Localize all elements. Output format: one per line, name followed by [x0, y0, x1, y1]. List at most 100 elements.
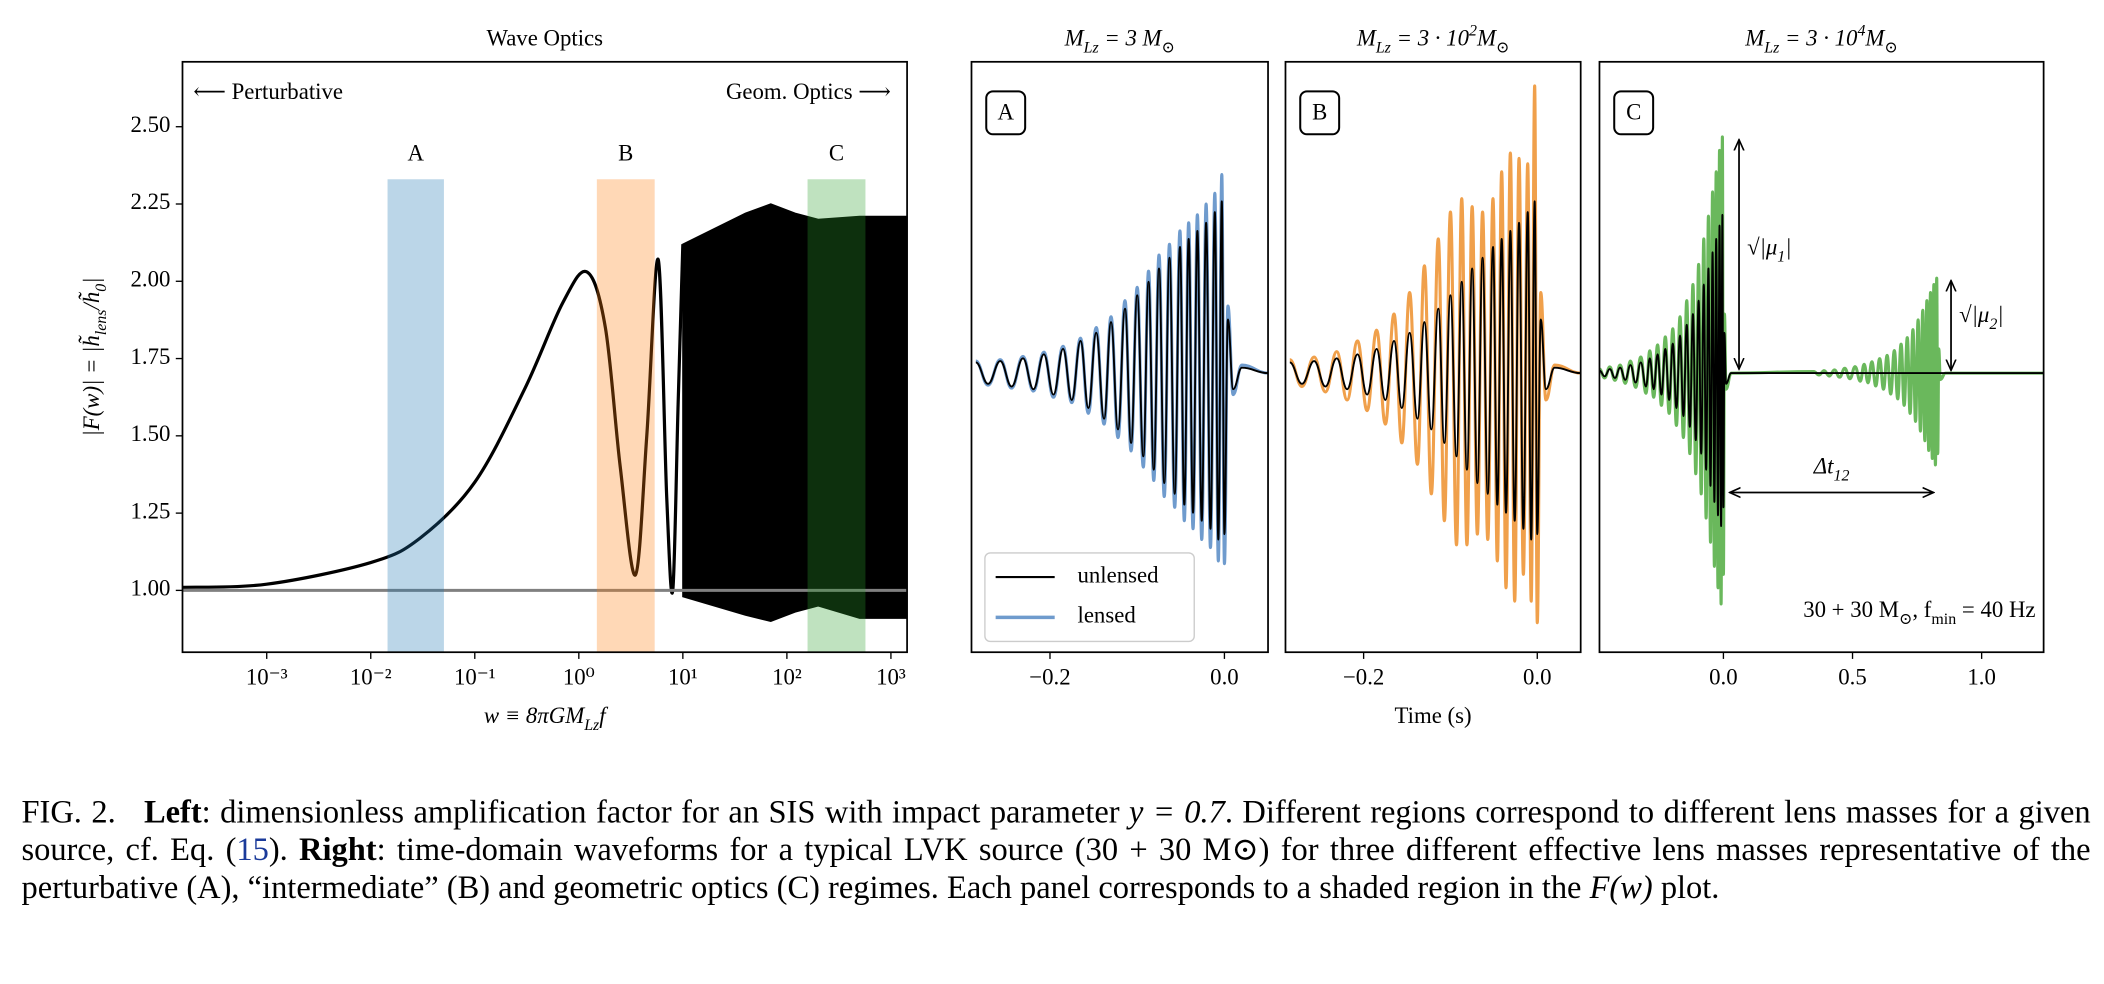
panel-label-box: [1613, 90, 1655, 136]
plot-area: [1288, 84, 1581, 625]
panel-label-box: [1299, 90, 1341, 136]
chart-title-sup: 4: [1857, 22, 1865, 39]
regime-band: [596, 179, 655, 653]
chart-title: Wave Optics: [487, 26, 604, 51]
plot-frame: [970, 60, 1269, 654]
band-label: A: [407, 140, 424, 165]
y-axis-label-part: |: [79, 278, 104, 284]
x-tick-label: 0.5: [1838, 664, 1867, 689]
y-tick-label: 1.00: [131, 576, 171, 601]
annotation-sub: 1: [1777, 249, 1785, 266]
band-label: C: [829, 140, 844, 165]
caption-box: FIG. 2. Left: dimensionless amplificatio…: [21, 794, 2090, 907]
panel-label: B: [1312, 99, 1327, 124]
annotation-sub: min: [1931, 611, 1956, 628]
plot-frame: [1598, 60, 2045, 654]
annotation: √|μ1|: [1747, 235, 1792, 266]
annotation-sub: ⊙: [1899, 611, 1912, 628]
caption-math: F(w): [1589, 869, 1653, 906]
caption-text: . Different regions correspond to differ…: [21, 794, 2091, 869]
x-tick-label: 10⁰: [563, 664, 595, 689]
chart-title-part: M: [1476, 26, 1498, 51]
x-tick-label: 0.0: [1709, 664, 1738, 689]
x-axis-label: w ≡ 8πGMLzf: [484, 703, 608, 734]
waveform: [1599, 134, 2044, 606]
annotation: ⟵ Perturbative: [193, 79, 343, 104]
legend-label: unlensed: [1077, 562, 1159, 587]
annotation-part: |: [1785, 235, 1791, 260]
plot-area: [182, 179, 908, 653]
y-axis-label-sub: 0: [93, 284, 110, 292]
chart-title-part: M: [1864, 26, 1886, 51]
y-tick-label: 1.75: [131, 344, 171, 369]
caption-text: plot.: [1652, 869, 1720, 906]
caption-left-label: Left: [143, 794, 202, 831]
band-label: B: [618, 140, 633, 165]
x-tick-label: 10²: [772, 664, 802, 689]
annotation-sub: 2: [1989, 316, 1997, 333]
chart-title-part: = 3 · 10: [1391, 26, 1470, 51]
plot-area: [975, 172, 1269, 566]
x-tick-label: 1.0: [1967, 664, 1995, 689]
y-axis-label-part: /h̃: [78, 291, 105, 312]
annotation-part: 30 + 30 M: [1803, 597, 1899, 622]
x-axis-label: Time (s): [1395, 703, 1472, 728]
y-axis-label-sub: lens: [93, 310, 110, 336]
caption: FIG. 2. Left: dimensionless amplificatio…: [21, 794, 2090, 907]
plot-area: [1599, 134, 2044, 606]
chart-title-part: M: [1356, 26, 1378, 51]
regime-band: [807, 179, 866, 653]
annotation-sub: 12: [1833, 468, 1849, 485]
y-tick-label: 2.00: [131, 267, 171, 292]
waveform: [1289, 200, 1581, 541]
panel-label: C: [1626, 99, 1641, 124]
annotation-part: |: [1997, 302, 2003, 327]
annotation-part: , f: [1912, 597, 1931, 622]
x-tick-label: 10¹: [668, 664, 698, 689]
equation-link[interactable]: 15: [236, 832, 269, 869]
waveform: [975, 200, 1269, 541]
annotation-part: Δt: [1813, 454, 1834, 479]
plot-frame: [1284, 60, 1582, 654]
x-tick-label: −0.2: [1029, 664, 1070, 689]
caption-math: y = 0.7: [1129, 794, 1225, 831]
annotation: Geom. Optics ⟶: [726, 79, 891, 104]
chart-title: MLz = 3 M⊙: [1064, 26, 1175, 57]
chart-title-part: = 3 · 10: [1779, 26, 1858, 51]
annotation: Δt12: [1813, 454, 1850, 485]
y-axis-label-part: |F(w)| = |h̃: [78, 334, 105, 436]
x-axis-label-part: w ≡ 8πGM: [484, 703, 586, 728]
chart-title-sup: 2: [1469, 22, 1477, 39]
x-tick-label: −0.2: [1343, 664, 1384, 689]
caption-text: : time-domain waveforms for a typical LV…: [21, 832, 2091, 906]
panel-label: A: [997, 99, 1014, 124]
x-tick-label: 10⁻¹: [454, 664, 496, 689]
annotation-part: = 40 Hz: [1956, 597, 2035, 622]
annotation-part: √|μ: [1959, 302, 1989, 327]
chart-title: MLz = 3 · 104M⊙: [1744, 22, 1898, 56]
chart-title-part: M: [1064, 26, 1086, 51]
chart-title-sub: Lz: [1375, 39, 1391, 56]
y-tick-label: 2.50: [131, 112, 171, 137]
y-tick-label: 1.25: [131, 498, 171, 523]
annotation-part: √|μ: [1747, 235, 1777, 260]
plot-frame: [181, 60, 908, 654]
chart-panel: MLz = 3 · 104M⊙0.0 0.5 1.0C√|μ1|√|μ2|Δt123…: [1598, 22, 2045, 689]
caption-right-label: Right: [299, 832, 377, 869]
y-tick-label: 2.25: [131, 189, 171, 214]
annotation: √|μ2|: [1959, 302, 2003, 333]
regime-band: [387, 179, 444, 653]
chart-title-sub: ⊙: [1496, 39, 1509, 56]
panel-label-box: [985, 90, 1027, 136]
x-tick-label: 10⁻²: [350, 664, 392, 689]
chart-title-sub: ⊙: [1162, 39, 1175, 56]
chart-title-part: = 3 M: [1099, 26, 1164, 51]
chart-title-sub: Lz: [1763, 39, 1779, 56]
x-tick-label: 0.0: [1523, 664, 1552, 689]
caption-text: ).: [268, 832, 300, 869]
y-axis-label: |F(w)| = |h̃lens/h̃0|: [78, 278, 110, 437]
chart-title-sub: Lz: [1083, 39, 1099, 56]
